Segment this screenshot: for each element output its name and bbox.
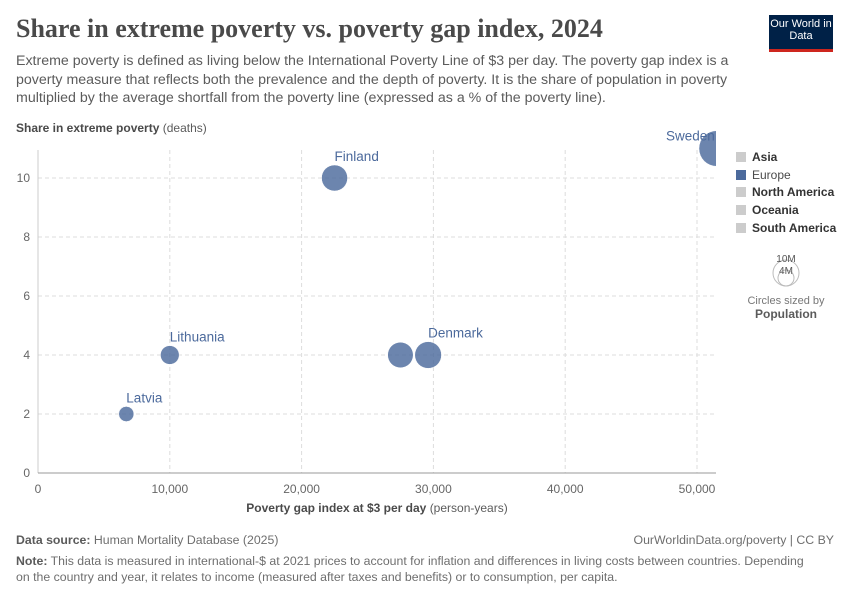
size-legend: 10M 4M Circles sized by Population [736, 250, 836, 321]
legend-swatch [736, 151, 746, 162]
note-label: Note: [16, 554, 48, 568]
size-legend-circles: 10M 4M [772, 254, 800, 287]
data-point[interactable] [160, 345, 180, 365]
legend-item[interactable]: Asia [736, 148, 836, 166]
legend-label: Europe [752, 167, 791, 182]
note: Note: This data is measured in internati… [16, 553, 816, 585]
legend-item[interactable]: Oceania [736, 201, 836, 219]
size-legend-caption: Circles sized by [747, 295, 825, 307]
y-tick-label: 4 [23, 348, 30, 362]
legend-label: Asia [752, 149, 778, 164]
point-label: Finland [335, 149, 379, 164]
legend-swatch [736, 222, 746, 233]
data-source: Data source: Human Mortality Database (2… [16, 533, 278, 547]
x-tick-label: 40,000 [547, 482, 584, 496]
legend-item[interactable]: South America [736, 219, 836, 237]
source-label: Data source: [16, 533, 91, 547]
point-label: Sweden [666, 129, 715, 144]
y-axis-label: Share in extreme poverty (deaths) [16, 121, 207, 135]
y-tick-label: 10 [17, 171, 31, 185]
legend-swatch [736, 187, 746, 198]
y-tick-label: 6 [23, 289, 30, 303]
x-tick-label: 50,000 [679, 482, 716, 496]
size-legend-variable: Population [755, 307, 817, 321]
owid-logo[interactable]: Our World in Data [769, 15, 833, 52]
legend-label: North America [752, 185, 835, 200]
legend-swatch [736, 204, 746, 215]
y-tick-label: 8 [23, 230, 30, 244]
x-tick-label: 30,000 [415, 482, 452, 496]
x-tick-label: 20,000 [283, 482, 320, 496]
legend-item[interactable]: North America [736, 183, 836, 201]
size-legend-large: 10M [776, 254, 795, 265]
data-point[interactable] [698, 130, 735, 167]
data-point[interactable] [414, 341, 442, 369]
y-axis-label-name: Share in extreme poverty [16, 121, 160, 135]
y-tick-label: 0 [23, 466, 30, 480]
chart-title: Share in extreme poverty vs. poverty gap… [16, 14, 603, 43]
y-tick-label: 2 [23, 407, 30, 421]
source-url[interactable]: OurWorldinData.org/poverty | CC BY [633, 533, 834, 547]
point-label: Latvia [126, 390, 163, 405]
continent-legend: Asia Europe North America Oceania South Amer… [736, 148, 836, 236]
data-point[interactable] [321, 164, 348, 192]
chart-subtitle: Extreme poverty is defined as living bel… [16, 53, 729, 106]
legend-label: Oceania [752, 202, 799, 217]
point-label: Lithuania [170, 330, 225, 345]
point-label: Denmark [428, 326, 483, 341]
size-legend-small: 4M [779, 266, 793, 277]
data-point[interactable] [387, 341, 414, 369]
data-point[interactable] [118, 406, 135, 422]
legend-item[interactable]: Europe [736, 166, 836, 184]
legend-label: South America [752, 220, 837, 235]
x-tick-label: 10,000 [151, 482, 188, 496]
x-tick-label: 0 [35, 482, 42, 496]
x-axis-label: Poverty gap index at $3 per day (person-… [246, 501, 507, 515]
source-text: Human Mortality Database (2025) [93, 533, 279, 547]
note-text: This data is measured in international-$… [16, 554, 804, 584]
y-axis-label-unit: (deaths) [162, 121, 207, 135]
legend-swatch [736, 169, 746, 180]
